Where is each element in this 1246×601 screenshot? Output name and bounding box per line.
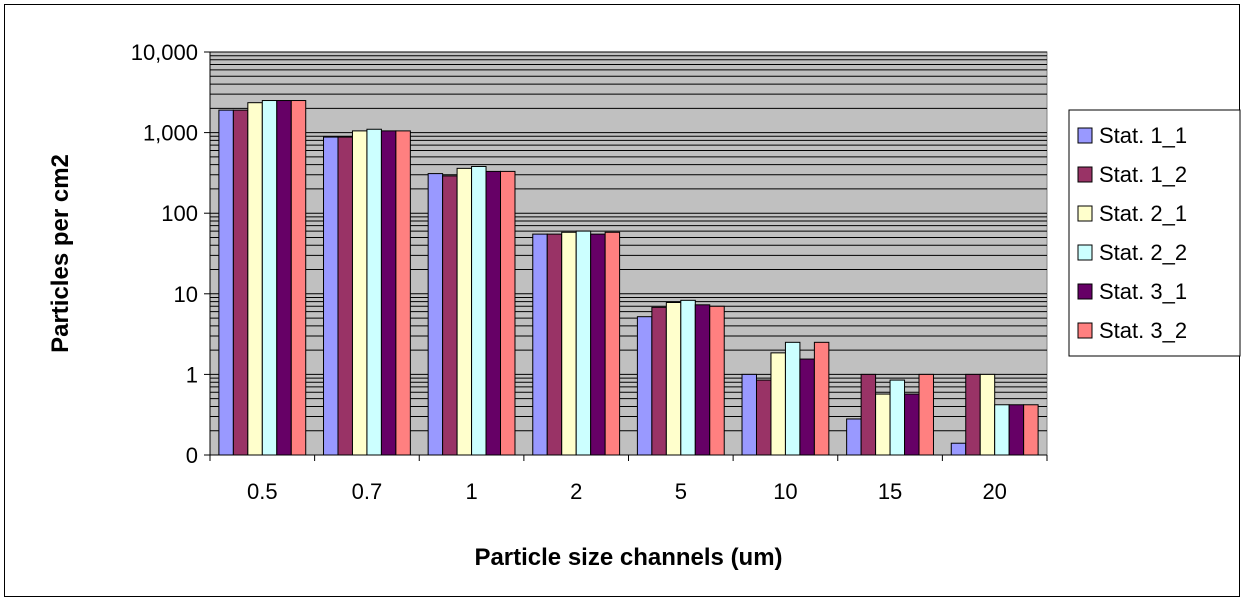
bar bbox=[232, 109, 249, 456]
bar bbox=[741, 373, 757, 456]
bar bbox=[1008, 404, 1025, 456]
bar bbox=[709, 305, 725, 456]
bar bbox=[337, 136, 353, 456]
y-tick-label: 1,000 bbox=[143, 121, 198, 146]
x-tick-label: 15 bbox=[878, 479, 902, 504]
x-tick-label: 10 bbox=[773, 479, 797, 504]
y-tick-label: 10,000 bbox=[131, 40, 198, 65]
x-tick-label: 2 bbox=[570, 479, 582, 504]
bar bbox=[799, 358, 815, 456]
bar bbox=[784, 341, 801, 456]
bar bbox=[456, 167, 473, 456]
x-axis-title: Particle size channels (um) bbox=[474, 544, 782, 571]
y-tick-labels: 0 1 10 100 1,000 10,000 bbox=[131, 40, 198, 468]
bar bbox=[485, 170, 502, 456]
bar bbox=[665, 301, 682, 456]
bar bbox=[395, 130, 411, 456]
legend-label: Stat. 2_1 bbox=[1099, 201, 1187, 226]
legend-swatch bbox=[1077, 283, 1093, 300]
bar bbox=[546, 233, 563, 456]
x-tick-label: 1 bbox=[465, 479, 477, 504]
bar bbox=[979, 373, 996, 456]
x-tick-label: 0.5 bbox=[247, 479, 278, 504]
y-tick-label: 0 bbox=[186, 443, 198, 468]
x-tick-label: 0.7 bbox=[352, 479, 383, 504]
bar bbox=[604, 231, 621, 456]
bar bbox=[860, 373, 877, 456]
x-tick-label: 5 bbox=[675, 479, 687, 504]
legend-swatch bbox=[1077, 127, 1093, 144]
bar bbox=[875, 393, 891, 456]
legend-label: Stat. 1_2 bbox=[1099, 162, 1187, 187]
bar bbox=[442, 175, 458, 456]
y-tick-label: 1 bbox=[186, 362, 198, 387]
bar bbox=[651, 306, 667, 456]
y-axis-title: Particles per cm2 bbox=[47, 154, 74, 353]
legend-box bbox=[1068, 109, 1241, 357]
bar bbox=[323, 136, 339, 456]
bar bbox=[261, 100, 278, 456]
bar bbox=[680, 299, 696, 456]
bar bbox=[276, 100, 292, 456]
axes bbox=[204, 51, 1048, 461]
bar bbox=[636, 316, 653, 456]
bar bbox=[1023, 404, 1039, 456]
bar bbox=[575, 230, 592, 456]
bar bbox=[471, 165, 487, 456]
legend-label: Stat. 3_2 bbox=[1099, 318, 1187, 343]
bar bbox=[950, 442, 967, 456]
legend-swatch bbox=[1077, 166, 1093, 183]
legend-label: Stat. 1_1 bbox=[1099, 123, 1187, 148]
bar bbox=[694, 304, 711, 456]
bar bbox=[918, 373, 934, 456]
legend-label: Stat. 2_2 bbox=[1099, 240, 1187, 265]
bar bbox=[532, 233, 548, 456]
bar bbox=[290, 100, 307, 456]
bar bbox=[965, 373, 981, 456]
bar bbox=[427, 173, 444, 456]
bar bbox=[889, 379, 906, 456]
bar bbox=[247, 102, 263, 456]
bar bbox=[218, 109, 234, 456]
legend-swatch bbox=[1077, 205, 1093, 222]
y-tick-label: 10 bbox=[174, 282, 198, 307]
legend-swatch bbox=[1077, 244, 1093, 261]
bar bbox=[904, 393, 920, 456]
y-tick-label: 100 bbox=[161, 201, 198, 226]
bar bbox=[755, 379, 772, 456]
x-tick-label: 20 bbox=[982, 479, 1006, 504]
x-tick-labels: 0.5 0.7 1 2 5 10 15 20 bbox=[247, 479, 1007, 504]
legend-swatch bbox=[1077, 322, 1093, 339]
bar bbox=[351, 130, 368, 456]
bar bbox=[500, 170, 516, 456]
bar bbox=[994, 404, 1010, 456]
bar bbox=[590, 233, 606, 456]
bar bbox=[846, 418, 862, 456]
legend: Stat. 1_1 Stat. 1_2 Stat. 2_1 Stat. 2_2 Stat… bbox=[1068, 109, 1241, 357]
legend-label: Stat. 3_1 bbox=[1099, 279, 1187, 304]
bar bbox=[770, 352, 786, 456]
bar bbox=[813, 341, 830, 456]
bar bbox=[561, 231, 577, 456]
bars bbox=[218, 100, 1039, 456]
bar bbox=[366, 128, 382, 456]
bar bbox=[380, 130, 397, 456]
